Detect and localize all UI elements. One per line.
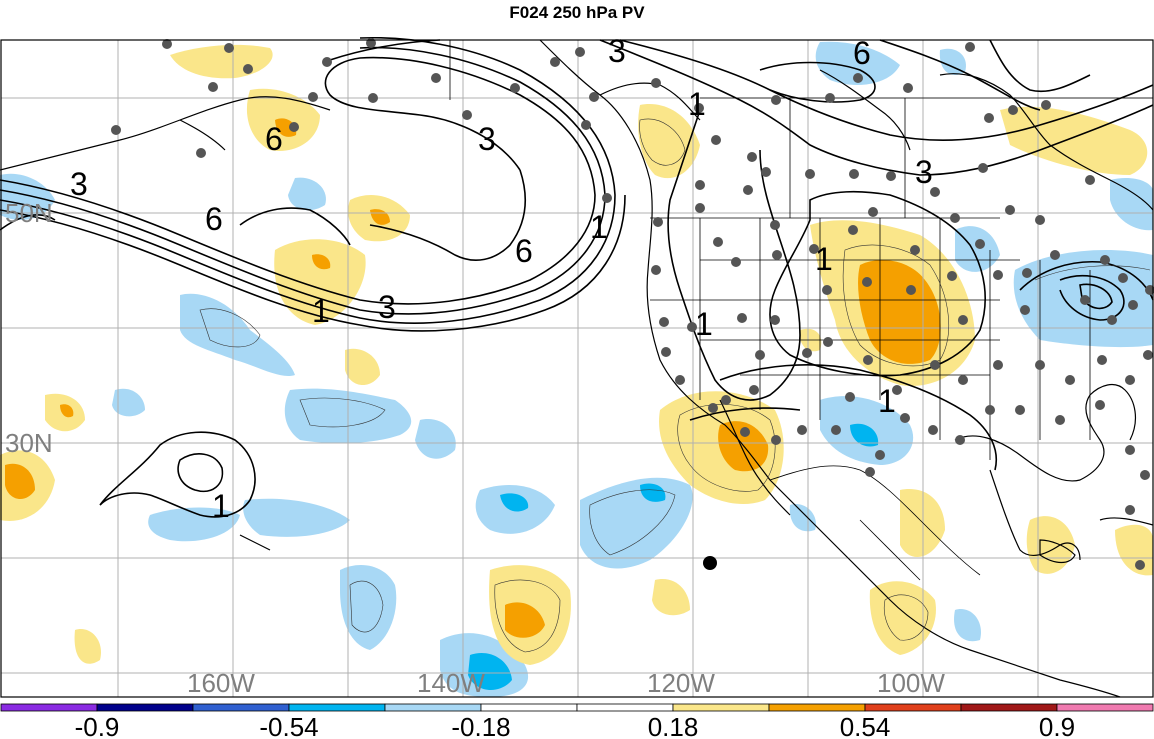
colorbar-swatch xyxy=(672,703,770,712)
colorbar-swatch xyxy=(1056,703,1154,712)
colorbar-label: 0.9 xyxy=(1039,712,1075,739)
stations xyxy=(111,38,1154,570)
latitude-labels: 50N 30N xyxy=(5,198,53,458)
coastlines xyxy=(0,39,1154,698)
colorbar-swatch xyxy=(768,703,866,712)
colorbar-swatch xyxy=(576,703,674,712)
graticule xyxy=(1,40,1153,697)
colorbar-labels: -0.9 -0.54 -0.18 0.18 0.54 0.9 xyxy=(75,712,1075,739)
contour-label: 6 xyxy=(265,121,283,157)
colorbar-label: -0.9 xyxy=(75,712,120,739)
lon-label-140w: 140W xyxy=(417,668,485,698)
longitude-labels: 160W 140W 120W 100W xyxy=(187,668,945,698)
contour-label: 6 xyxy=(515,233,533,269)
contour-label: 1 xyxy=(695,306,713,342)
colorbar-label: 0.18 xyxy=(648,712,699,739)
map-frame xyxy=(0,39,1154,698)
lat-label-50n: 50N xyxy=(5,198,53,228)
contour-label: 3 xyxy=(378,289,396,325)
colorbar-swatch xyxy=(384,703,482,712)
colorbar-swatch xyxy=(192,703,290,712)
contour-label: 3 xyxy=(478,121,496,157)
colorbar xyxy=(0,703,1154,712)
pv-contours xyxy=(0,36,1154,518)
lon-label-120w: 120W xyxy=(647,668,715,698)
contour-label: 3 xyxy=(70,166,88,202)
map-background xyxy=(1,40,1153,697)
marked-location xyxy=(703,556,717,570)
contour-label: 1 xyxy=(590,209,608,245)
contour-label: 6 xyxy=(853,35,871,71)
contour-label: 1 xyxy=(815,241,833,277)
colorbar-swatch xyxy=(96,703,194,712)
contour-label: 3 xyxy=(915,154,933,190)
contour-label: 1 xyxy=(312,293,330,329)
colorbar-swatch xyxy=(480,703,578,712)
colorbar-label: -0.54 xyxy=(259,712,318,739)
map-title: F024 250 hPa PV xyxy=(509,3,645,22)
colorbar-label: -0.18 xyxy=(451,712,510,739)
contour-label-group: 3 6 3 6 6 3 1 6 3 1 1 1 1 3 1 1 xyxy=(70,33,933,524)
political-boundaries xyxy=(449,40,1153,581)
contour-label: 3 xyxy=(608,33,626,69)
contour-label: 1 xyxy=(878,383,896,419)
colorbar-swatch xyxy=(288,703,386,712)
contour-label: 1 xyxy=(688,86,706,122)
contour-label: 6 xyxy=(205,201,223,237)
lon-label-100w: 100W xyxy=(877,668,945,698)
colorbar-label: 0.54 xyxy=(840,712,891,739)
lon-label-160w: 160W xyxy=(187,668,255,698)
colorbar-swatch xyxy=(960,703,1058,712)
colorbar-swatch xyxy=(864,703,962,712)
lat-label-30n: 30N xyxy=(5,428,53,458)
contour-label: 1 xyxy=(212,488,230,524)
colorbar-swatch xyxy=(0,703,98,712)
